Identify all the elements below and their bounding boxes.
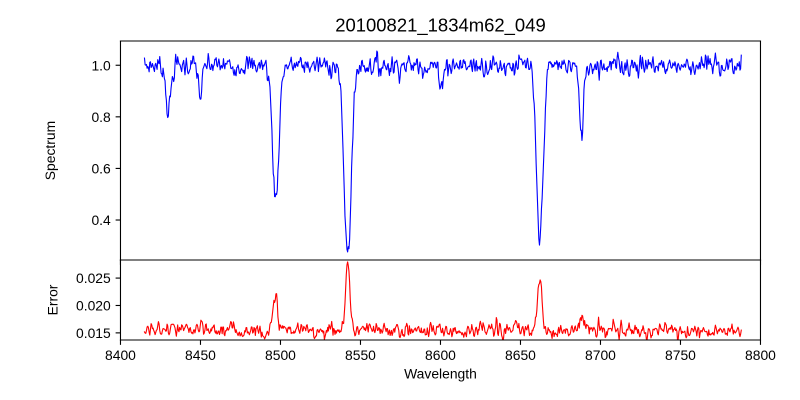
svg-text:8450: 8450 [185, 347, 216, 363]
svg-text:0.8: 0.8 [91, 109, 111, 125]
svg-text:8700: 8700 [585, 347, 616, 363]
svg-text:Spectrum: Spectrum [42, 121, 58, 180]
svg-text:0.6: 0.6 [91, 160, 111, 176]
svg-text:8650: 8650 [505, 347, 536, 363]
svg-text:8500: 8500 [265, 347, 296, 363]
svg-text:Wavelength: Wavelength [404, 365, 477, 381]
svg-text:20100821_1834m62_049: 20100821_1834m62_049 [335, 14, 546, 36]
svg-text:8750: 8750 [665, 347, 696, 363]
svg-text:1.0: 1.0 [91, 57, 111, 73]
svg-text:Error: Error [44, 284, 60, 315]
svg-text:8800: 8800 [745, 347, 776, 363]
svg-text:0.015: 0.015 [76, 325, 111, 341]
svg-text:8600: 8600 [425, 347, 456, 363]
svg-text:8400: 8400 [105, 347, 136, 363]
svg-text:8550: 8550 [345, 347, 376, 363]
svg-text:0.020: 0.020 [76, 298, 111, 314]
svg-text:0.025: 0.025 [76, 270, 111, 286]
svg-text:0.4: 0.4 [91, 212, 111, 228]
